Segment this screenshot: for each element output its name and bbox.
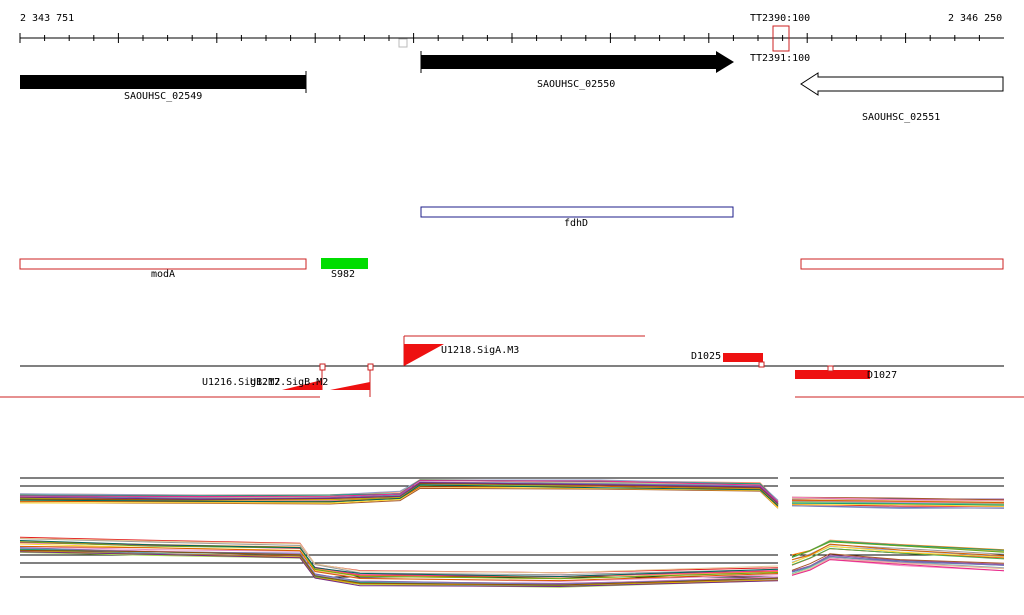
promoter-track [0, 335, 1024, 398]
u1216-tss-marker [319, 363, 326, 371]
expression-line [19, 545, 779, 582]
u1217-promoter-triangle[interactable] [330, 382, 370, 390]
s982-label: S982 [331, 269, 356, 280]
d1025-box[interactable] [723, 353, 763, 362]
d1027-box[interactable] [795, 370, 870, 379]
gene-saouhsc-02551-label: SAOUHSC_02551 [862, 112, 941, 123]
expression-line [791, 555, 1005, 573]
gene-track [20, 51, 1004, 96]
expression-line [19, 549, 779, 586]
u1217-label: U1217.SigB.M2 [250, 377, 329, 388]
ruler-ticks [19, 33, 980, 43]
expression-line [19, 540, 779, 578]
gene-saouhsc-02549-bar[interactable] [20, 75, 306, 89]
expression-line [19, 538, 779, 576]
d1027-label: D1027 [867, 370, 898, 381]
gene-saouhsc-02551-arrow[interactable] [800, 72, 1004, 96]
expression-lower-right-lines [791, 539, 1005, 576]
expression-line [791, 544, 1005, 561]
expression-line [19, 541, 779, 580]
expression-line [791, 553, 1005, 571]
expression-track-lower [19, 536, 1005, 588]
expression-line [791, 496, 1005, 501]
u1217-tss-marker [367, 363, 374, 371]
expression-line [19, 550, 779, 586]
expression-line [791, 541, 1005, 558]
coordinate-start-label: 2 343 751 [20, 13, 75, 24]
expression-line [791, 504, 1005, 507]
expression-line [19, 484, 779, 507]
expression-line [19, 551, 779, 588]
expression-line [791, 505, 1005, 509]
expression-line [19, 481, 779, 504]
d1025-label: D1025 [691, 351, 722, 362]
modA-label: modA [151, 269, 176, 280]
u1216-label: U1216.SigB.M2 [202, 377, 281, 388]
gene-saouhsc-02550-arrow[interactable] [421, 51, 734, 73]
s982-feature-box[interactable] [321, 258, 368, 269]
expression-line [791, 499, 1005, 504]
right-feature-box[interactable] [800, 258, 1004, 270]
ruler-gap-marker [398, 38, 408, 48]
expression-line [19, 487, 779, 509]
expression-line [791, 543, 1005, 561]
terminator-tt2390-label: TT2390:100 [750, 13, 811, 24]
fdhD-label: fdhD [564, 218, 589, 229]
expression-line [791, 496, 1005, 502]
coordinate-end-label: 2 346 250 [948, 13, 1003, 24]
expression-line [791, 559, 1005, 576]
expression-line [19, 480, 779, 503]
expression-lower-left-lines [19, 536, 779, 588]
coordinate-ruler [19, 25, 1004, 52]
expression-line [19, 481, 779, 505]
u1216-promoter-triangle[interactable] [282, 380, 322, 390]
terminator-marker[interactable] [772, 25, 790, 52]
gene-saouhsc-02549-label: SAOUHSC_02549 [124, 91, 203, 102]
fdhD-feature-box[interactable] [420, 206, 734, 218]
d1027-tss-marker [827, 365, 834, 372]
u1218-label: U1218.SigA.M3 [441, 345, 520, 356]
expression-upper-left-lines [19, 479, 779, 509]
expression-line [791, 545, 1005, 564]
expression-upper-right-lines [791, 496, 1005, 510]
expression-line [791, 502, 1005, 506]
d1025-tss-marker [758, 361, 765, 368]
expression-track-upper [19, 477, 1005, 510]
terminator-tt2391-label: TT2391:100 [750, 53, 811, 64]
expression-line [791, 547, 1005, 566]
expression-line [19, 550, 779, 586]
gene-saouhsc-02550-label: SAOUHSC_02550 [537, 79, 616, 90]
modA-feature-box[interactable] [19, 258, 307, 270]
expression-line [791, 554, 1005, 572]
u1218-promoter-triangle[interactable] [404, 344, 444, 366]
expression-line [19, 537, 779, 574]
feature-track [19, 206, 1004, 270]
